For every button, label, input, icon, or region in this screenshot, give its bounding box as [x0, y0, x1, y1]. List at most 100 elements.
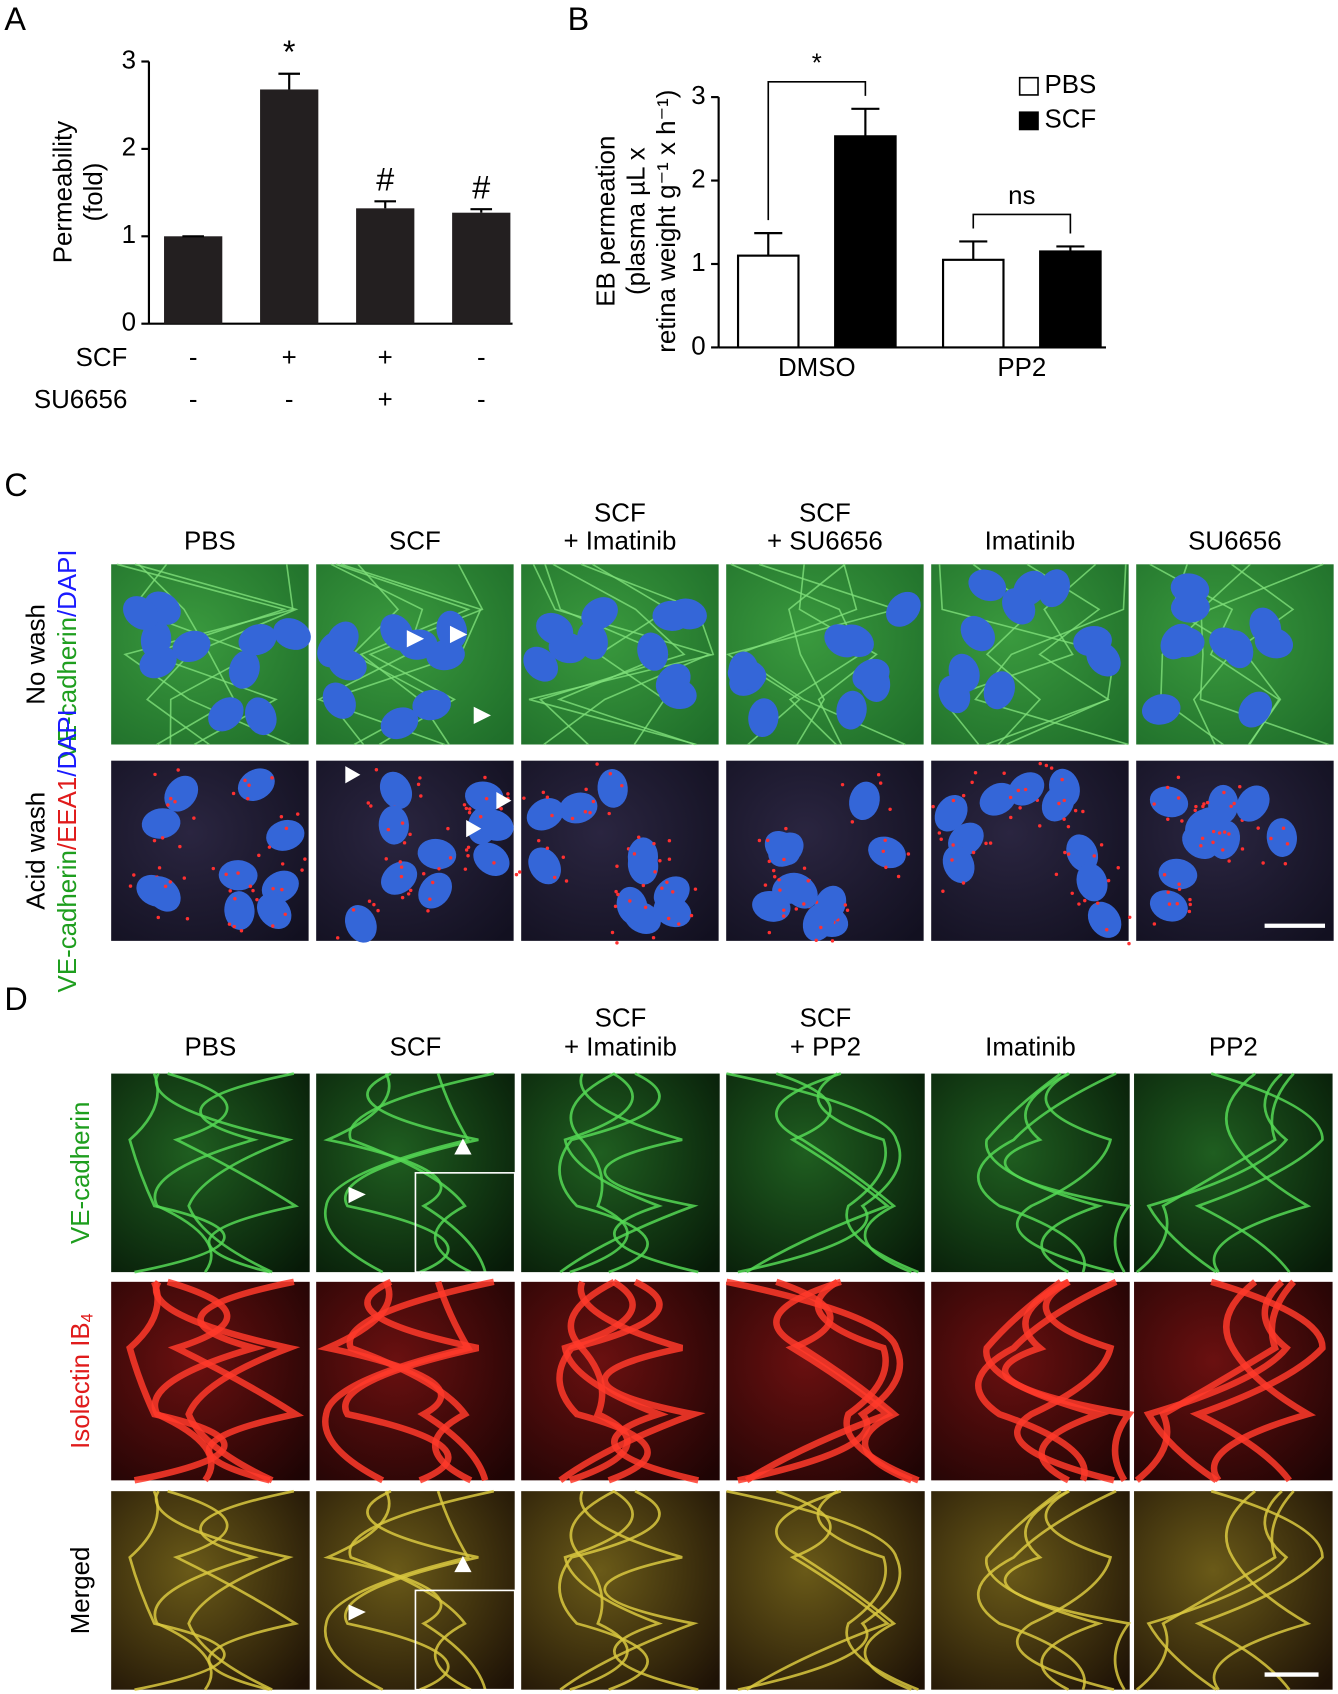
- endosome: [643, 905, 648, 910]
- endosome: [300, 868, 304, 872]
- endosome: [1062, 798, 1066, 803]
- endosome: [971, 850, 976, 855]
- endosome: [224, 872, 228, 877]
- endosome: [665, 880, 669, 884]
- nucleus: [968, 569, 1007, 602]
- vessel: [1146, 1072, 1289, 1274]
- nucleus: [238, 624, 277, 656]
- vessel: [558, 1489, 661, 1691]
- row-label: Merged: [67, 1547, 95, 1635]
- endosome: [384, 857, 388, 861]
- vessel: [559, 1073, 699, 1274]
- endosome: [794, 907, 799, 911]
- y-tick-label: 2: [122, 134, 136, 162]
- nucleus: [1266, 818, 1297, 857]
- nucleus: [1160, 623, 1195, 660]
- endosome: [689, 913, 694, 918]
- panel-label: C: [4, 467, 27, 503]
- inset: [414, 1589, 516, 1691]
- endosome: [1081, 809, 1085, 814]
- endosome: [970, 780, 974, 785]
- bar: [834, 135, 897, 349]
- arrowhead: [454, 1555, 472, 1573]
- endosome: [1217, 831, 1222, 835]
- micrograph: [111, 1489, 310, 1692]
- endosome: [271, 886, 275, 891]
- nucleus: [381, 861, 418, 895]
- x-tick-label: DMSO: [778, 354, 856, 382]
- nucleus: [378, 805, 409, 845]
- endosome: [973, 771, 978, 775]
- vessel: [1194, 1489, 1324, 1691]
- y-tick-label: 0: [691, 332, 705, 360]
- endosome: [614, 889, 618, 894]
- endosome: [1199, 843, 1203, 848]
- endosome: [961, 881, 966, 885]
- vessel: [1212, 1072, 1312, 1273]
- nucleus: [934, 794, 968, 832]
- endosome: [537, 838, 541, 843]
- endosome: [961, 793, 966, 798]
- endosome: [552, 875, 557, 880]
- endosome: [152, 838, 157, 843]
- endosome: [632, 852, 637, 856]
- panel-label: A: [4, 1, 26, 37]
- endosome: [620, 783, 624, 788]
- endosome: [466, 853, 470, 858]
- endosome: [651, 935, 656, 940]
- vessel: [1003, 1072, 1132, 1273]
- inset: [414, 1172, 516, 1273]
- nucleus: [1254, 627, 1294, 659]
- nucleus: [752, 891, 791, 922]
- micrograph: [517, 760, 719, 945]
- vessel: [1014, 1278, 1115, 1484]
- endosome: [1057, 801, 1061, 806]
- endosome: [693, 887, 698, 891]
- endosome: [1063, 850, 1067, 855]
- vessel: [348, 1489, 495, 1691]
- row-label-text: Isolectin IB: [67, 1322, 95, 1449]
- nucleus: [379, 771, 413, 810]
- nucleus: [623, 901, 661, 934]
- endosome: [767, 930, 772, 935]
- condition-sign: +: [378, 386, 393, 414]
- micrograph: [726, 563, 924, 746]
- column-header: SCF: [594, 500, 646, 528]
- endosome: [1193, 808, 1197, 813]
- endosome: [303, 857, 307, 861]
- arrow: [406, 630, 425, 648]
- endosome: [522, 796, 526, 800]
- nucleus: [245, 697, 277, 736]
- endosome: [406, 892, 411, 896]
- nucleus: [655, 663, 691, 699]
- endosome: [446, 826, 450, 831]
- endosome: [426, 909, 430, 913]
- endosome: [399, 874, 404, 879]
- nucleus: [1182, 825, 1219, 860]
- significance-bracket: [767, 81, 867, 221]
- endosome: [132, 873, 136, 877]
- endosome: [514, 872, 519, 877]
- bar: [164, 236, 223, 324]
- vessel: [744, 1278, 894, 1484]
- nucleus: [380, 707, 419, 740]
- endosome: [541, 790, 546, 795]
- condition-sign: -: [285, 386, 294, 414]
- endosome: [607, 811, 611, 816]
- endosome: [843, 903, 848, 907]
- endosome: [1096, 901, 1100, 905]
- endosome: [228, 889, 232, 893]
- nucleus: [344, 905, 377, 943]
- endosome: [802, 902, 806, 906]
- endosome: [615, 941, 619, 945]
- micrograph: [931, 1278, 1135, 1484]
- nucleus: [1066, 834, 1099, 872]
- arrowhead: [466, 820, 482, 838]
- condition-name: SU6656: [34, 386, 128, 414]
- vessel: [167, 1072, 300, 1274]
- endosome: [428, 897, 432, 901]
- arrow: [449, 625, 468, 644]
- endosome: [251, 888, 255, 893]
- column-header: + PP2: [790, 1034, 861, 1062]
- column-header: + Imatinib: [563, 528, 676, 556]
